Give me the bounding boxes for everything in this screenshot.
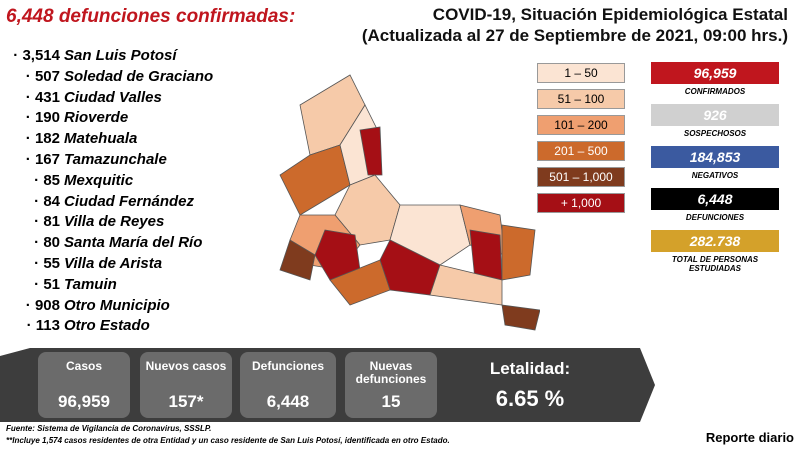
summary-value: 6.65 % — [495, 386, 565, 411]
stat-label: SOSPECHOSOS — [683, 129, 747, 138]
stat-label: DEFUNCIONES — [685, 213, 745, 222]
stat-value: 6,448 — [651, 188, 779, 210]
summary-value: 157* — [168, 392, 204, 411]
legend-item: 201 – 500 — [537, 141, 625, 161]
subtitle: (Actualizada al 27 de Septiembre de 2021… — [361, 26, 788, 45]
death-count: 81 — [4, 213, 60, 230]
summary-value: 15 — [381, 392, 401, 411]
stat-value: 282.738 — [651, 230, 779, 252]
summary-box: Defunciones 6,448 — [240, 352, 336, 418]
municipality-name: Matehuala — [64, 130, 138, 148]
summary-label: Casos — [65, 359, 103, 373]
municipality-name: Rioverde — [64, 109, 129, 127]
municipality-name: Villa de Arista — [64, 255, 163, 272]
summary-label: Nuevas defunciones — [355, 359, 427, 386]
stat-value: 96,959 — [651, 62, 779, 84]
legend-item: 501 – 1,000 — [537, 167, 625, 187]
summary-label: Defunciones — [251, 359, 324, 373]
death-count: 55 — [4, 255, 60, 272]
title: COVID-19, Situación Epidemiológica Estat… — [432, 5, 788, 24]
footnote: Fuente: Sistema de Vigilancia de Coronav… — [6, 424, 212, 433]
municipality-name: Ciudad Fernández — [64, 192, 195, 210]
footer: Reporte diario — [705, 430, 794, 445]
death-count: 80 — [4, 234, 60, 251]
death-count: 3,514 — [4, 47, 60, 64]
municipality-name: Tamazunchale — [64, 151, 167, 168]
legend-item: 51 – 100 — [537, 89, 625, 109]
summary-value: 96,959 — [58, 392, 110, 411]
municipality-name: Tamuin — [64, 275, 117, 293]
death-count: 113 — [4, 317, 60, 334]
municipality-name: Villa de Reyes — [64, 213, 165, 231]
legend-item: 1 – 50 — [537, 63, 625, 83]
municipality-name: Ciudad Valles — [64, 88, 162, 106]
stat-label: CONFIRMADOS — [684, 87, 746, 96]
footnote: **Incluye 1,574 casos residentes de otra… — [6, 436, 450, 445]
summary-value: 6,448 — [266, 392, 310, 411]
map — [279, 74, 540, 331]
death-count: 51 — [4, 276, 60, 293]
summary-box: Letalidad: 6.65 % — [440, 352, 620, 418]
stat-label: NEGATIVOS — [691, 171, 739, 180]
summary-box: Nuevas defunciones 15 — [345, 352, 437, 418]
municipality-name: Otro Municipio — [64, 296, 170, 314]
municipality-name: Mexquitic — [64, 171, 134, 189]
summary-box: Nuevos casos 157* — [140, 352, 232, 418]
stat-value: 184,853 — [651, 146, 779, 168]
municipality-name: Otro Estado — [64, 317, 150, 335]
municipality-name: San Luis Potosí — [64, 47, 177, 64]
summary-box: Casos 96,959 — [38, 352, 130, 418]
stat-value: 926 — [651, 104, 779, 126]
stat-label: TOTAL DE PERSONAS ESTUDIADAS — [671, 255, 759, 273]
summary-label: Nuevos casos — [145, 359, 227, 373]
death-count: 507 — [4, 68, 60, 85]
legend-item: + 1,000 — [537, 193, 625, 213]
death-count: 84 — [4, 193, 60, 210]
death-count: 431 — [4, 89, 60, 106]
left-title: 6,448 defunciones confirmadas: — [6, 6, 296, 27]
death-count: 908 — [4, 297, 60, 314]
summary-label: Letalidad: — [489, 359, 571, 378]
municipality-name: Soledad de Graciano — [64, 67, 214, 85]
death-count: 85 — [4, 172, 60, 189]
death-count: 182 — [4, 130, 60, 147]
death-count: 190 — [4, 109, 60, 126]
legend-item: 101 – 200 — [537, 115, 625, 135]
municipality-name: Santa María del Río — [64, 234, 203, 252]
death-count: 167 — [4, 151, 60, 168]
